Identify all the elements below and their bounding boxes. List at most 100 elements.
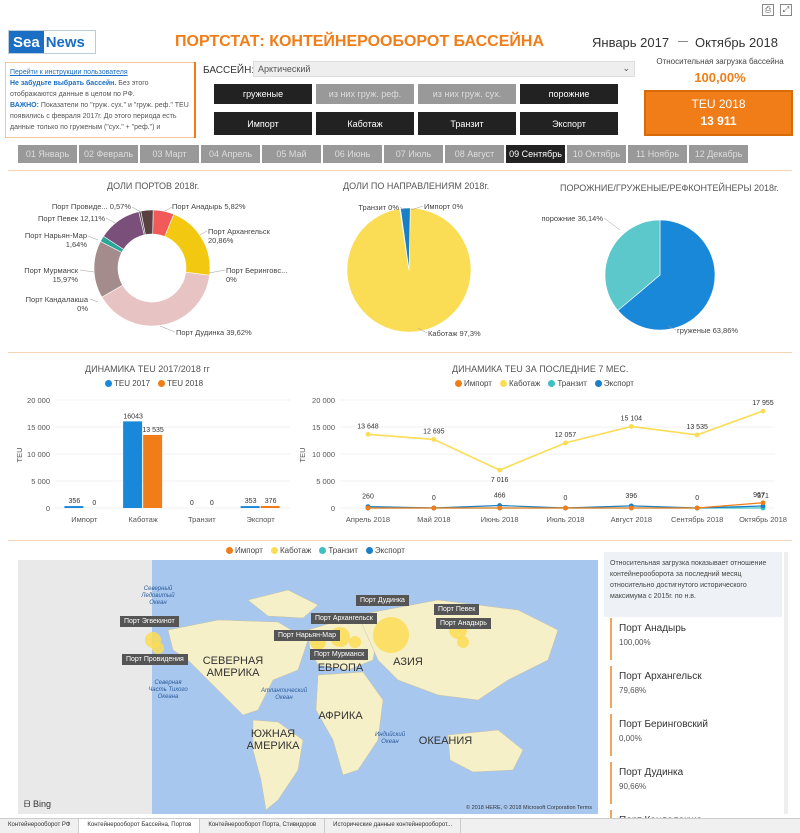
map-copyright[interactable]: © 2018 HERE, © 2018 Microsoft Corporatio…	[465, 805, 592, 811]
report-tab-2[interactable]: Контейнерооборот Порта, Стивидоров	[200, 819, 326, 833]
legend-cabotage[interactable]: Каботаж	[499, 379, 540, 388]
line-point[interactable]	[365, 505, 371, 511]
bar[interactable]	[64, 506, 84, 508]
bubble-naryan-mar[interactable]	[349, 636, 361, 648]
warn-text: Не забудьте выбрать бассейн. Без этого о…	[10, 80, 149, 98]
map-label-pevek[interactable]: Порт Певек	[434, 604, 480, 615]
report-tab-0[interactable]: Контейнерооборот РФ	[0, 819, 80, 833]
port-load-item[interactable]: Порт Беринговский 0,00%	[610, 714, 780, 756]
legend-dot-icon	[499, 380, 507, 388]
ports-pie-slice[interactable]	[164, 213, 211, 276]
info-scrollbar[interactable]	[194, 62, 196, 138]
date-from[interactable]: Январь 2017	[592, 35, 670, 50]
line-point[interactable]	[694, 432, 700, 438]
print-icon[interactable]: ⎙	[762, 4, 774, 16]
map-legend-item[interactable]: Транзит	[319, 546, 358, 555]
cargo-button-1[interactable]: из них груж. реф.	[316, 84, 414, 104]
port-load-item[interactable]: Порт Дудинка 90,66%	[610, 762, 780, 804]
direction-button-3[interactable]: Экспорт	[520, 112, 618, 135]
port-load-item[interactable]: Порт Анадырь 100,00%	[610, 618, 780, 660]
map-legend-item[interactable]: Экспорт	[365, 546, 405, 555]
map-label-dudinka[interactable]: Порт Дудинка	[356, 595, 409, 606]
month-button-8[interactable]: 08 Август	[445, 145, 504, 163]
month-button-12[interactable]: 12 Декабрь	[689, 145, 748, 163]
map-label-murmansk[interactable]: Порт Мурманск	[310, 649, 369, 660]
report-tab-3[interactable]: Исторические данные контейнерооборот...	[325, 819, 462, 833]
port-load-name: Порт Дудинка	[619, 767, 684, 778]
month-button-9[interactable]: 09 Сентябрь	[506, 145, 565, 163]
month-button-7[interactable]: 07 Июль	[384, 145, 443, 163]
date-to[interactable]: Октябрь 2018	[695, 35, 778, 50]
month-button-1[interactable]: 01 Январь	[18, 145, 77, 163]
empty-pie-slice[interactable]	[604, 219, 661, 311]
legend-transit[interactable]: Транзит	[548, 379, 587, 388]
bubble-anadyr[interactable]	[457, 636, 469, 648]
direction-button-1[interactable]: Каботаж	[316, 112, 414, 135]
ports-pie-slice[interactable]	[101, 271, 210, 327]
report-tab-1[interactable]: Контейнерооборот Бассейна, Портов	[79, 819, 201, 833]
empty-pie-slice[interactable]	[617, 219, 716, 331]
map-label-arkhangelsk[interactable]: Порт Архангельск	[311, 613, 377, 624]
direction-button-0[interactable]: Импорт	[214, 112, 312, 135]
map-label-egvekinot[interactable]: Порт Эгвекинот	[120, 616, 179, 627]
legend-import[interactable]: Импорт	[455, 379, 492, 388]
map[interactable]: Порт Эгвекинот Порт Провидения Порт Дуди…	[18, 560, 598, 814]
divider	[8, 540, 792, 541]
bubble-provideniya[interactable]	[152, 642, 164, 654]
map-legend-item[interactable]: Каботаж	[270, 546, 311, 555]
line-legend: Импорт Каботаж Транзит Экспорт	[455, 379, 634, 388]
map-gray-zone	[18, 560, 152, 814]
line-point[interactable]	[563, 440, 568, 446]
legend-export[interactable]: Экспорт	[594, 379, 634, 388]
instructions-link[interactable]: Перейти к инструкции пользователя	[10, 69, 128, 76]
dir-pie-slice[interactable]	[400, 207, 411, 271]
line-point[interactable]	[760, 500, 766, 506]
month-button-10[interactable]: 10 Октябрь	[567, 145, 626, 163]
bar[interactable]	[260, 505, 280, 508]
basin-dropdown[interactable]: Арктический ⌄	[253, 61, 635, 77]
side-scrollbar[interactable]	[784, 552, 788, 814]
ports-pie-label: Порт Провиде... 0,57%	[52, 202, 131, 211]
import-data-label: 967	[753, 492, 765, 499]
line-point[interactable]	[760, 408, 766, 414]
bar[interactable]	[143, 434, 163, 508]
legend-dot-icon	[105, 380, 112, 388]
bar-data-label: 356	[69, 498, 81, 505]
line-ytick: 10 000	[312, 450, 335, 459]
line-point[interactable]	[694, 505, 700, 511]
line-point[interactable]	[563, 505, 568, 511]
port-load-item[interactable]: Порт Архангельск 79,68%	[610, 666, 780, 708]
month-button-2[interactable]: 02 Февраль	[79, 145, 138, 163]
map-label-naryan-mar[interactable]: Порт Нарьян-Мар	[274, 630, 340, 641]
bar[interactable]	[240, 506, 260, 508]
month-button-3[interactable]: 03 Март	[140, 145, 199, 163]
line-point[interactable]	[497, 505, 503, 511]
map-label-anadyr[interactable]: Порт Анадырь	[436, 618, 491, 629]
continent-europe: ЕВРОПА	[317, 662, 364, 674]
cargo-button-2[interactable]: из них груж. сух.	[418, 84, 516, 104]
bar[interactable]	[123, 421, 143, 508]
fullscreen-icon[interactable]: ⤢	[780, 4, 792, 16]
port-load-name: Порт Архангельск	[619, 671, 702, 682]
direction-button-2[interactable]: Транзит	[418, 112, 516, 135]
line-point[interactable]	[365, 431, 371, 437]
line-point[interactable]	[431, 437, 437, 442]
month-button-6[interactable]: 06 Июнь	[323, 145, 382, 163]
legend-teu2018[interactable]: TEU 2018	[158, 379, 203, 388]
line-point[interactable]	[628, 505, 634, 511]
line-point[interactable]	[628, 424, 634, 429]
cargo-button-0[interactable]: груженые	[214, 84, 312, 104]
map-legend-item[interactable]: Импорт	[226, 546, 263, 555]
line-point[interactable]	[431, 505, 437, 511]
bubble-dudinka[interactable]	[373, 617, 409, 653]
cargo-button-3[interactable]: порожние	[520, 84, 618, 104]
month-button-11[interactable]: 11 Ноябрь	[628, 145, 687, 163]
ports-pie-slice[interactable]	[140, 209, 154, 235]
month-button-5[interactable]: 05 Май	[262, 145, 321, 163]
month-button-4[interactable]: 04 Апрель	[201, 145, 260, 163]
line-point[interactable]	[497, 467, 503, 473]
bar-data-label: 353	[245, 498, 257, 505]
legend-dot-icon	[226, 547, 233, 555]
map-label-provideniya[interactable]: Порт Провидения	[122, 654, 188, 665]
legend-teu2017[interactable]: TEU 2017	[105, 379, 150, 388]
